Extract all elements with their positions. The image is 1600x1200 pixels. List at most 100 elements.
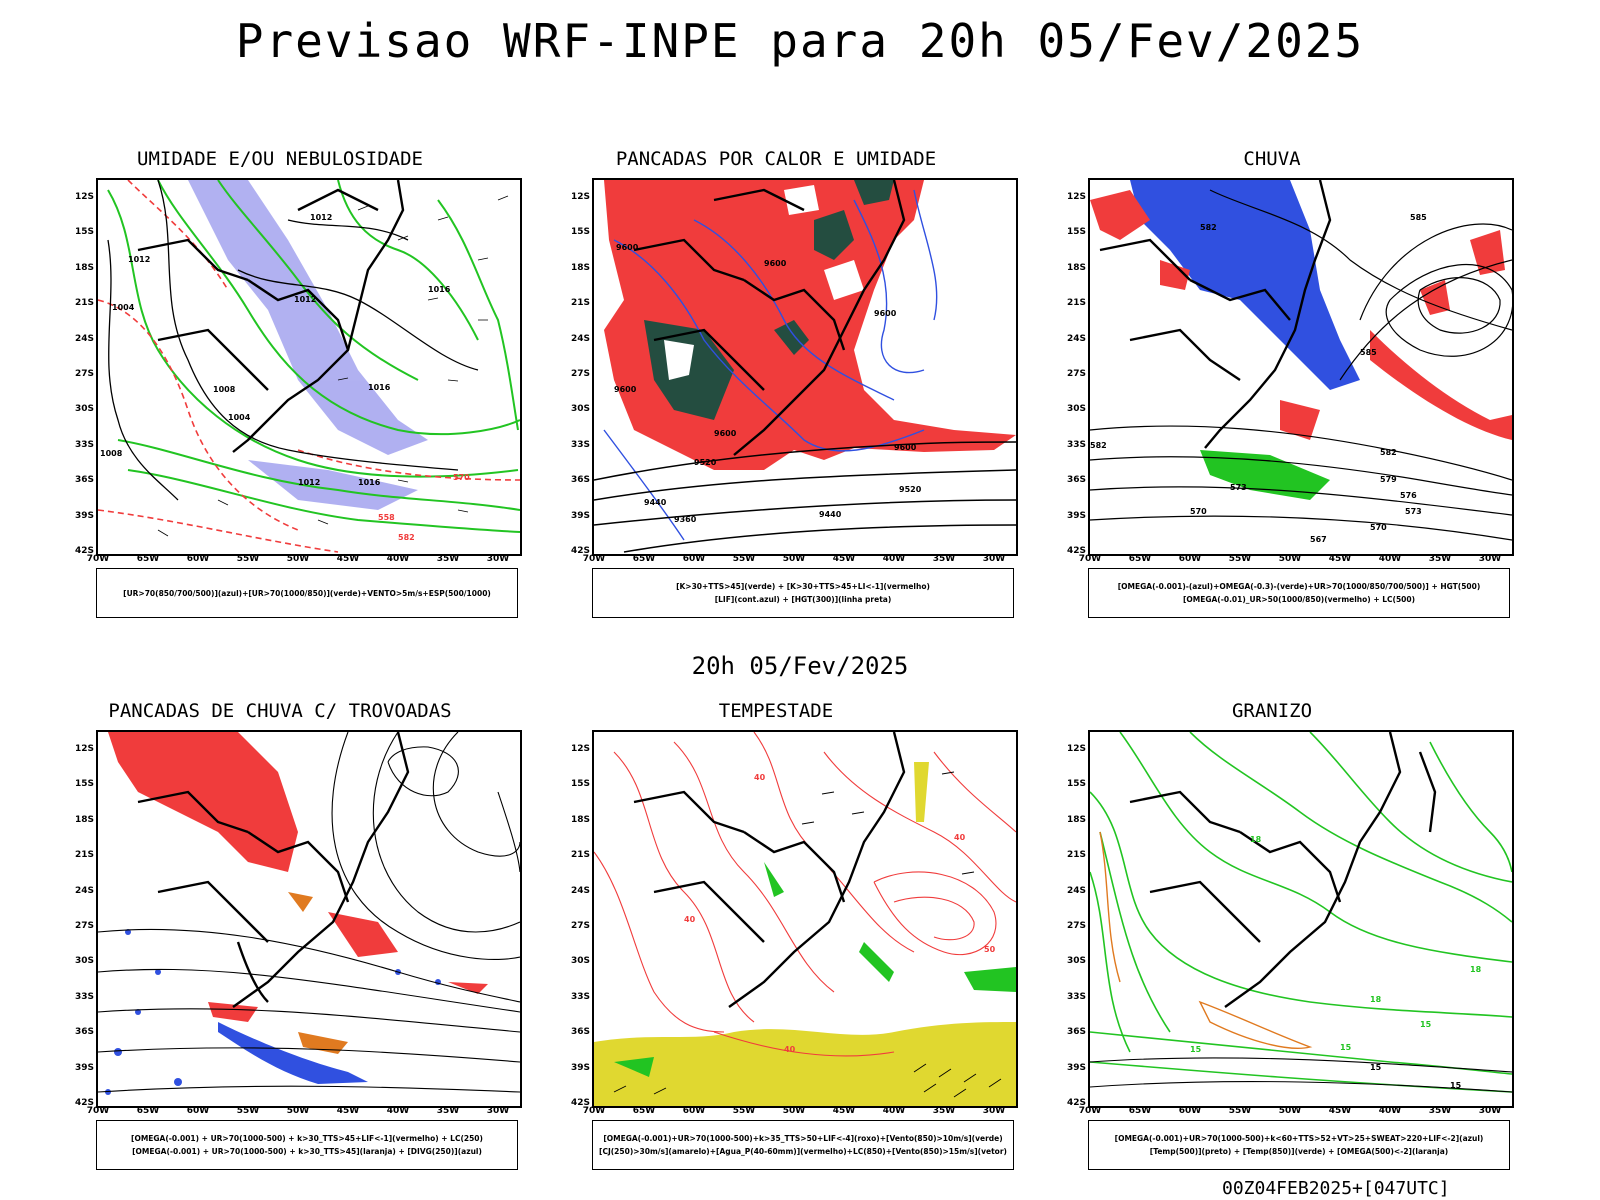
lon-tick-label: 65W bbox=[1128, 1106, 1152, 1116]
lat-tick-label: 15S bbox=[74, 779, 94, 790]
lat-tick-label: 18S bbox=[1066, 262, 1086, 273]
lon-tick-label: 30W bbox=[982, 554, 1006, 564]
svg-text:9440: 9440 bbox=[819, 510, 842, 519]
lat-tick-label: 12S bbox=[570, 192, 590, 202]
lat-tick-label: 12S bbox=[74, 192, 94, 202]
legend-line: [OMEGA(-0.001) + UR>70(1000-500) + k>30_… bbox=[132, 1147, 482, 1156]
lat-tick-label: 30S bbox=[570, 956, 590, 967]
lat-tick-label: 21S bbox=[74, 298, 94, 309]
lat-tick-label: 12S bbox=[1066, 192, 1086, 202]
map-svg: 15 15 15 18 18 18 15 15 bbox=[1090, 732, 1512, 1093]
lon-tick-label: 35W bbox=[436, 554, 460, 564]
lat-tick-label: 15S bbox=[1066, 779, 1086, 790]
lon-tick-label: 40W bbox=[882, 554, 906, 564]
lat-tick-label: 42S bbox=[570, 546, 590, 556]
map-svg: 40 40 50 40 40 bbox=[594, 732, 1016, 1106]
lat-tick-label: 12S bbox=[1066, 744, 1086, 754]
lon-tick-label: 60W bbox=[186, 554, 210, 564]
lat-tick-label: 36S bbox=[1066, 1027, 1086, 1038]
svg-text:573: 573 bbox=[1405, 507, 1422, 516]
lat-tick-label: 36S bbox=[570, 1027, 590, 1038]
lat-tick-label: 39S bbox=[74, 510, 94, 521]
svg-text:18: 18 bbox=[1470, 965, 1482, 974]
lat-tick-label: 18S bbox=[570, 262, 590, 273]
lat-tick-label: 36S bbox=[74, 475, 94, 486]
lon-tick-label: 60W bbox=[682, 1106, 706, 1116]
lon-tick-label: 45W bbox=[1328, 554, 1352, 564]
svg-text:567: 567 bbox=[1310, 535, 1327, 544]
lat-tick-label: 24S bbox=[1066, 885, 1086, 896]
lat-tick-label: 30S bbox=[1066, 956, 1086, 967]
svg-text:582: 582 bbox=[398, 533, 415, 542]
lon-tick-label: 50W bbox=[782, 1106, 806, 1116]
svg-text:9520: 9520 bbox=[694, 458, 717, 467]
lat-tick-label: 21S bbox=[570, 850, 590, 861]
lon-tick-label: 30W bbox=[1478, 554, 1502, 564]
lon-tick-label: 70W bbox=[1078, 554, 1102, 564]
svg-text:1012: 1012 bbox=[298, 478, 320, 487]
lon-tick-label: 70W bbox=[1078, 1106, 1102, 1116]
svg-text:1016: 1016 bbox=[428, 285, 451, 294]
lon-tick-label: 50W bbox=[1278, 554, 1302, 564]
svg-text:570: 570 bbox=[453, 473, 470, 482]
lat-tick-label: 42S bbox=[1066, 1098, 1086, 1108]
lat-tick-label: 24S bbox=[74, 333, 94, 344]
lat-tick-label: 15S bbox=[74, 227, 94, 238]
lat-tick-label: 27S bbox=[570, 921, 590, 931]
svg-text:1004: 1004 bbox=[228, 413, 251, 422]
lat-tick-label: 39S bbox=[570, 1062, 590, 1073]
lon-tick-label: 65W bbox=[632, 1106, 656, 1116]
lon-tick-label: 40W bbox=[386, 554, 410, 564]
lon-tick-label: 50W bbox=[286, 554, 310, 564]
svg-text:1012: 1012 bbox=[310, 213, 332, 222]
panel-convective-heat: PANCADAS POR CALOR E UMIDADE bbox=[536, 148, 1018, 618]
legend-line: [LIF](cont.azul) + [HGT(300)](linha pret… bbox=[714, 595, 892, 604]
panel-legend: [K>30+TTS>45](verde) + [K>30+TTS>45+LI<-… bbox=[592, 568, 1014, 618]
lon-tick-label: 40W bbox=[882, 1106, 906, 1116]
lon-tick-label: 60W bbox=[1178, 1106, 1202, 1116]
lon-tick-label: 65W bbox=[136, 554, 160, 564]
legend-line: [Temp(500)](preto) + [Temp(850)](verde) … bbox=[1149, 1147, 1449, 1156]
panel-thunderstorm-showers: PANCADAS DE CHUVA C/ TROVOADAS bbox=[40, 700, 522, 1170]
lon-tick-label: 45W bbox=[1328, 1106, 1352, 1116]
lat-tick-label: 42S bbox=[74, 1098, 94, 1108]
lon-tick-label: 35W bbox=[932, 1106, 956, 1116]
lon-tick-label: 35W bbox=[1428, 554, 1452, 564]
svg-text:40: 40 bbox=[684, 915, 696, 924]
legend-line: [CJ(250)>30m/s](amarelo)+[Agua_P(40-60mm… bbox=[599, 1147, 1007, 1156]
lat-tick-label: 12S bbox=[74, 744, 94, 754]
lat-tick-label: 21S bbox=[74, 850, 94, 861]
lat-tick-label: 18S bbox=[74, 814, 94, 825]
lon-tick-label: 45W bbox=[832, 1106, 856, 1116]
lat-tick-label: 24S bbox=[570, 885, 590, 896]
svg-text:50: 50 bbox=[984, 945, 996, 954]
lat-tick-label: 39S bbox=[1066, 510, 1086, 521]
svg-text:15: 15 bbox=[1420, 1020, 1432, 1029]
lat-tick-label: 21S bbox=[570, 298, 590, 309]
panel-legend: [OMEGA(-0.001) + UR>70(1000-500) + k>30_… bbox=[96, 1120, 518, 1170]
lat-tick-label: 15S bbox=[570, 227, 590, 238]
svg-text:9440: 9440 bbox=[644, 498, 667, 507]
lat-tick-label: 42S bbox=[74, 546, 94, 556]
svg-text:585: 585 bbox=[1410, 213, 1427, 222]
lat-tick-label: 33S bbox=[1066, 991, 1086, 1002]
lat-tick-label: 39S bbox=[570, 510, 590, 521]
panel-legend: [OMEGA(-0.001)-(azul)+OMEGA(-0.3)-(verde… bbox=[1088, 568, 1510, 618]
lat-tick-label: 21S bbox=[1066, 850, 1086, 861]
lon-tick-label: 40W bbox=[386, 1106, 410, 1116]
legend-line: [UR>70(850/700/500)](azul)+[UR>70(1000/8… bbox=[123, 588, 491, 598]
panel-storm: TEMPESTADE bbox=[536, 700, 1018, 1170]
lon-tick-label: 40W bbox=[1378, 1106, 1402, 1116]
svg-text:9600: 9600 bbox=[616, 243, 639, 252]
svg-text:1008: 1008 bbox=[213, 385, 236, 394]
lat-tick-label: 33S bbox=[74, 991, 94, 1002]
lon-tick-label: 50W bbox=[782, 554, 806, 564]
svg-text:9600: 9600 bbox=[894, 443, 917, 452]
panel-legend: [OMEGA(-0.001)+UR>70(1000-500)+k>35_TTS>… bbox=[592, 1120, 1014, 1170]
svg-text:15: 15 bbox=[1190, 1045, 1202, 1054]
panel-title: GRANIZO bbox=[1231, 700, 1313, 722]
map-area: 1012 1012 1016 1012 1004 1008 1012 1016 1016 1… bbox=[96, 178, 522, 556]
lat-tick-label: 33S bbox=[570, 991, 590, 1002]
svg-text:1016: 1016 bbox=[358, 478, 381, 487]
panel-title: CHUVA bbox=[1243, 148, 1301, 170]
